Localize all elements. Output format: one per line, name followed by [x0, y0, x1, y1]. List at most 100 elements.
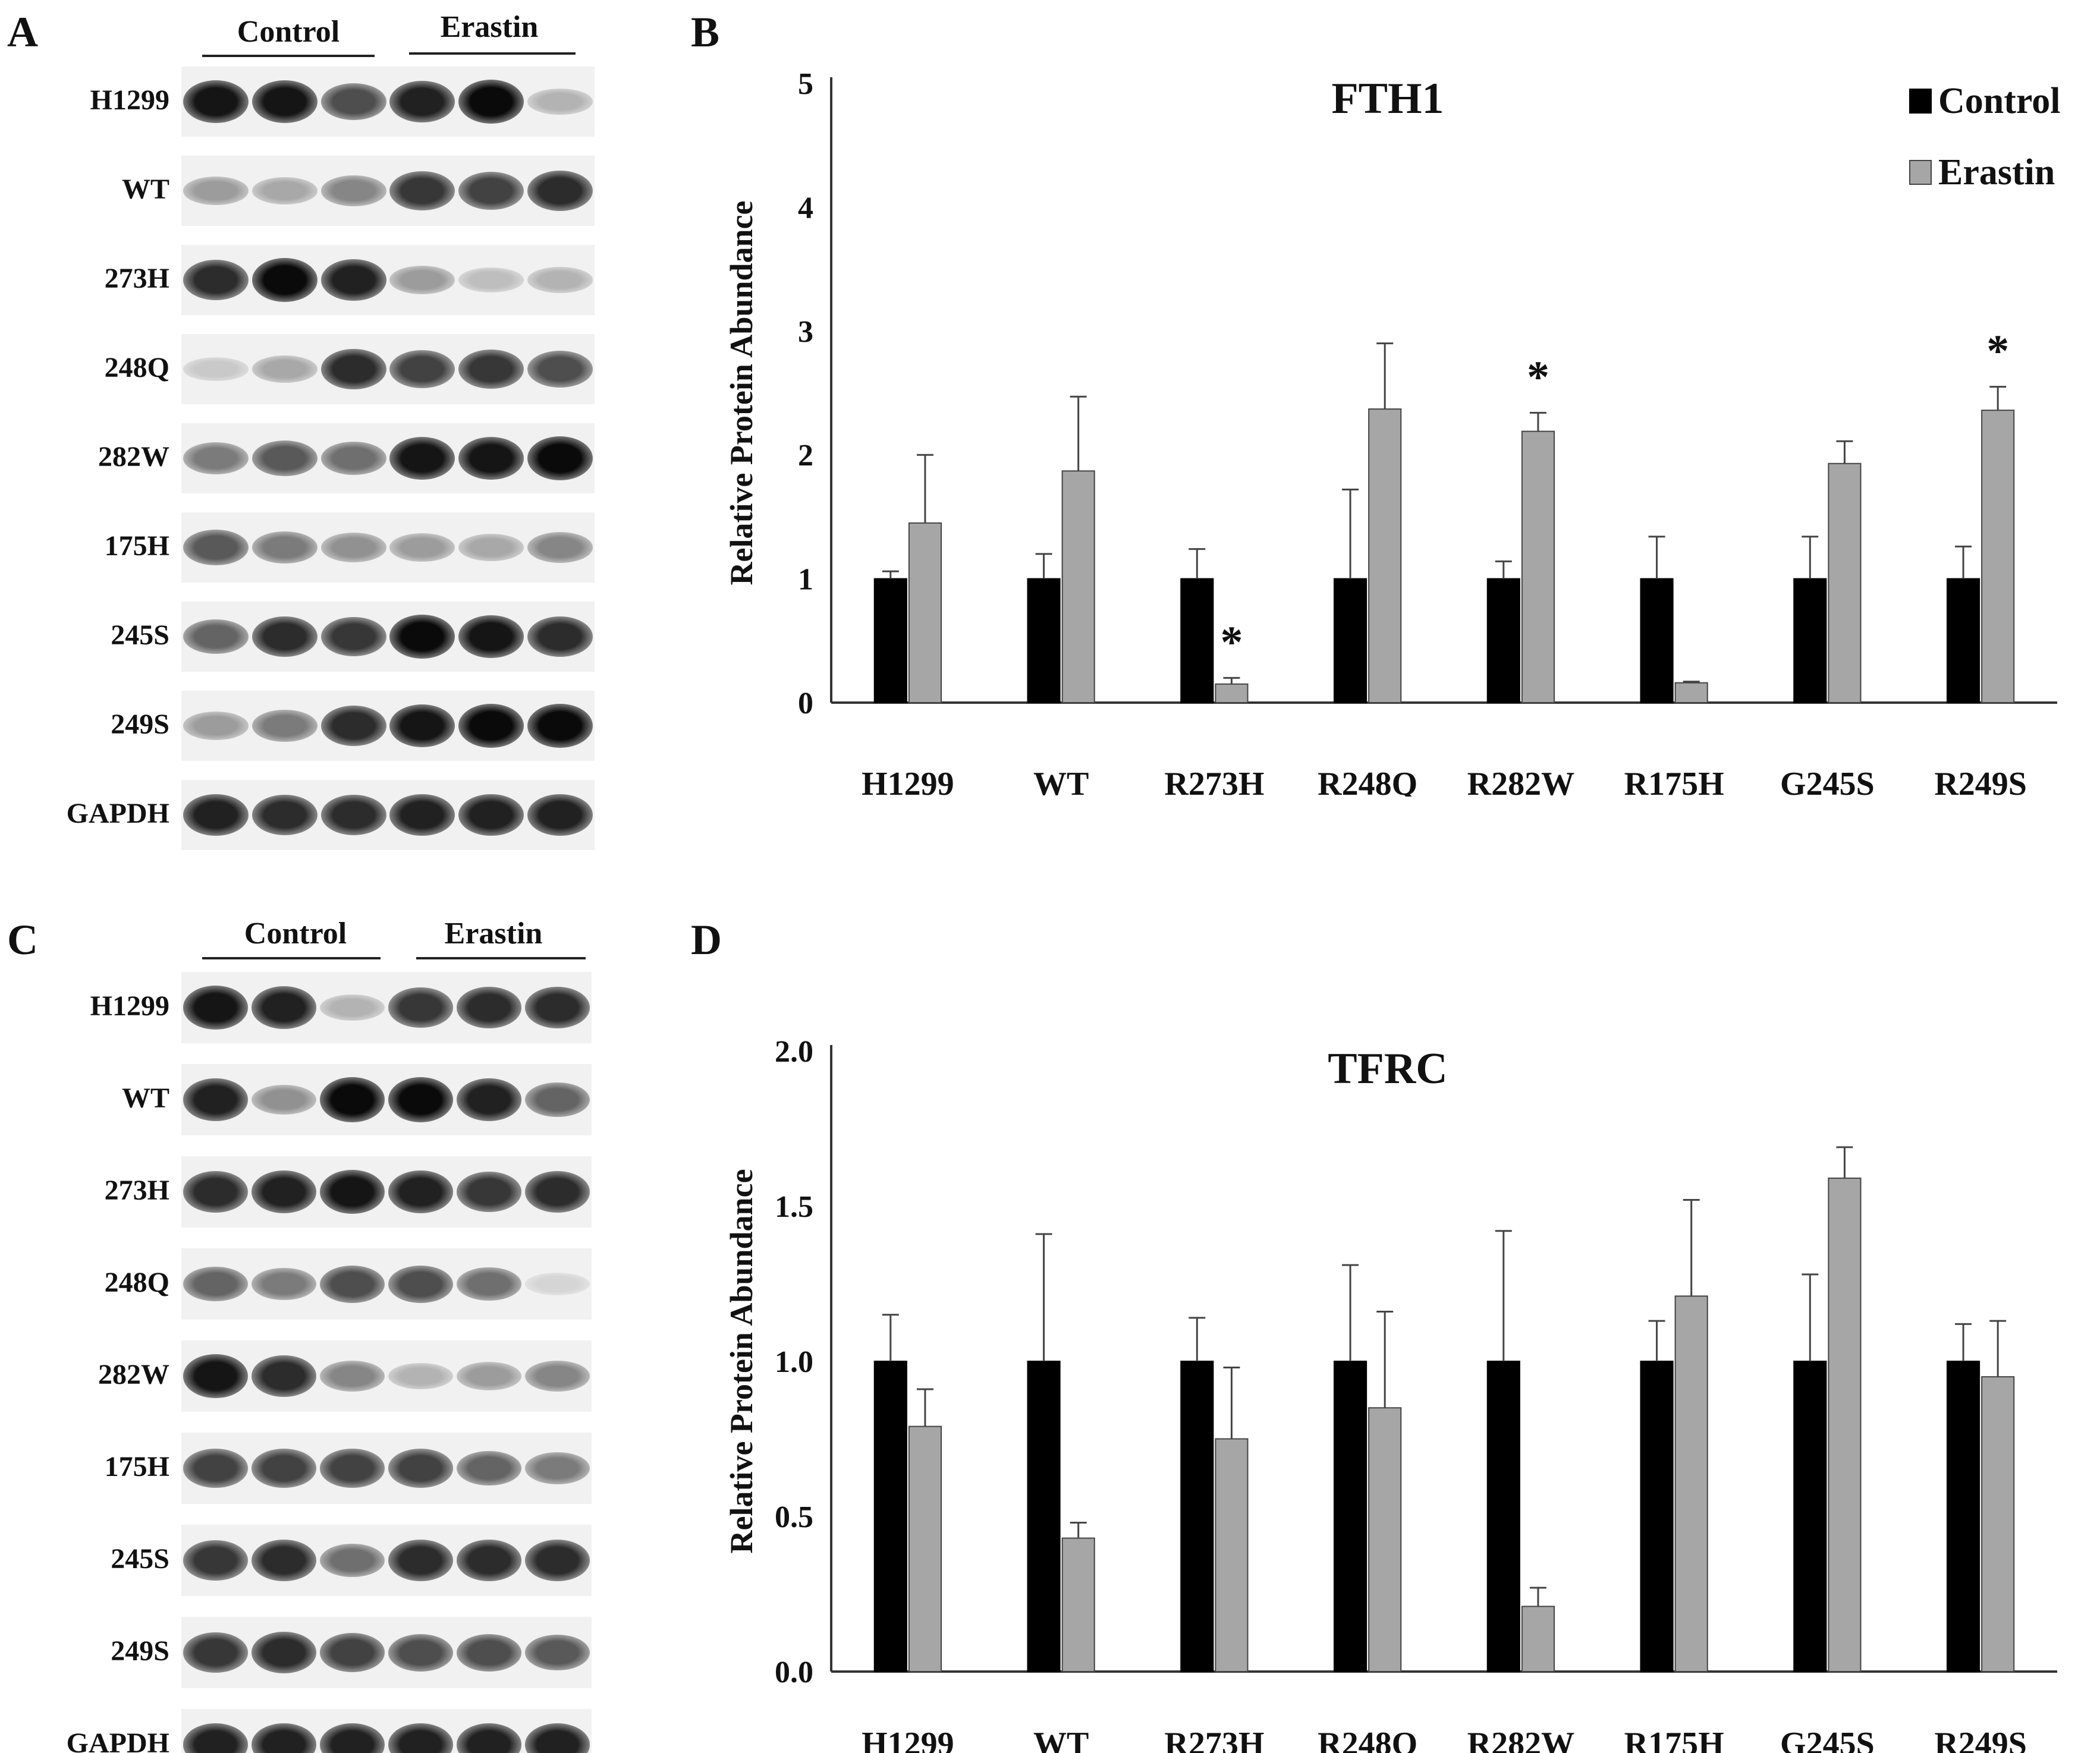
blot-band [388, 1170, 454, 1213]
bar-chart-tfrc: 0.0 0.5 1.0 1.5 2.0 Relative Protein Abundanc… [724, 1035, 2057, 1753]
blot-row-label: 175H [104, 530, 169, 562]
bar-control [1793, 1361, 1827, 1672]
bar-erastin [908, 1425, 942, 1672]
blot-band [456, 1172, 522, 1212]
bar-control [1640, 1361, 1674, 1672]
blot-band [183, 712, 249, 740]
blot-band [251, 1170, 317, 1213]
x-tick-label: R249S [1934, 766, 2027, 797]
blot-band [183, 357, 249, 381]
x-tick-label: WT [1033, 1726, 1089, 1753]
y-tick-label: 1.5 [775, 1190, 813, 1224]
bar-erastin [1674, 1295, 1708, 1672]
blot-band [251, 1632, 317, 1673]
blot-band [456, 1723, 522, 1753]
blot-band [456, 1634, 522, 1672]
bar-control [1486, 578, 1520, 703]
x-tick-label: H1299 [862, 1726, 954, 1753]
blot-band [524, 1540, 590, 1581]
blot-band [458, 703, 524, 748]
bar-erastin [1674, 682, 1708, 704]
blot-band [389, 533, 455, 562]
blot-band [527, 794, 593, 836]
blot-band [183, 177, 249, 205]
blot-band [319, 1449, 385, 1488]
blot-a-erastin-underline [409, 52, 576, 55]
blot-band [524, 1273, 590, 1295]
blot-strip [181, 67, 595, 137]
x-tick-label: R282W [1467, 1726, 1574, 1753]
blot-band [320, 83, 386, 120]
blot-band [389, 794, 455, 836]
blot-strip [181, 780, 595, 850]
bar-control [1027, 1361, 1061, 1672]
blot-band [320, 533, 386, 562]
legend-swatch-erastin [1909, 160, 1932, 185]
blot-row-label: 282W [98, 441, 169, 473]
blot-strip [181, 1617, 592, 1688]
blot-band [389, 171, 455, 211]
blot-band [527, 89, 593, 115]
blot-row-label: 245S [111, 1543, 169, 1575]
blot-a-erastin-header: Erastin [440, 10, 539, 44]
blot-band [389, 436, 455, 480]
bar-chart-fth1: 0 1 2 3 4 5 Relative Protein Abundance FTH1 H129… [724, 67, 2061, 797]
blot-band [456, 1267, 522, 1301]
blot-band [458, 794, 524, 836]
blot-band [527, 170, 593, 212]
blot-band [388, 1077, 454, 1122]
blot-band [252, 440, 317, 476]
bar-erastin [1828, 1178, 1862, 1672]
blot-a-control-underline [202, 55, 375, 57]
bar-erastin [1521, 430, 1555, 703]
blot-row-label: 273H [104, 263, 169, 294]
blot-band [183, 1540, 249, 1581]
blot-band [320, 442, 386, 475]
y-tick-label: 4 [798, 191, 813, 225]
blot-band [251, 1540, 317, 1581]
blot-band [252, 257, 317, 303]
y-axis-label: Relative Protein Abundance [724, 1169, 759, 1554]
x-tick-label: WT [1033, 766, 1089, 797]
bar-control [1640, 578, 1674, 703]
blot-band [524, 1723, 590, 1753]
blot-band [320, 705, 386, 747]
blot-band [388, 1362, 454, 1390]
blot-band [252, 794, 317, 836]
bar-control [1180, 578, 1214, 703]
blot-c-erastin-underline [416, 957, 586, 959]
blot-band [183, 1449, 249, 1488]
blot-band [252, 80, 317, 124]
bar-control [1793, 578, 1827, 703]
blot-band [183, 1723, 249, 1753]
blot-band [458, 615, 524, 659]
blot-band [458, 349, 524, 389]
blot-strip [181, 1709, 592, 1753]
blot-band [319, 1543, 385, 1578]
panel-letter-d: D [691, 916, 722, 964]
x-tick-label: R248Q [1318, 1726, 1417, 1753]
blot-band [183, 794, 249, 836]
blot-band [251, 1267, 317, 1301]
blot-band [389, 350, 455, 388]
blot-band [183, 986, 249, 1030]
blot-strip [181, 691, 595, 761]
blot-band [320, 616, 386, 657]
x-tick-label: R175H [1624, 1726, 1724, 1753]
bar-erastin [1981, 410, 2015, 704]
panel-letter-b: B [691, 8, 720, 56]
blot-row-label: 248Q [104, 352, 169, 383]
blot-band [458, 171, 524, 210]
bar-control [1027, 578, 1061, 703]
bar-control [1180, 1361, 1214, 1672]
bar-erastin [1215, 683, 1249, 703]
x-tick-label: R282W [1467, 766, 1574, 797]
blot-band [458, 534, 524, 561]
blot-row-label: 245S [111, 619, 169, 651]
blot-row-label: WT [121, 1082, 169, 1114]
blot-strip [181, 423, 595, 493]
blot-band [320, 259, 386, 301]
blot-row-label: 249S [111, 1635, 169, 1667]
blot-band [388, 1723, 454, 1753]
